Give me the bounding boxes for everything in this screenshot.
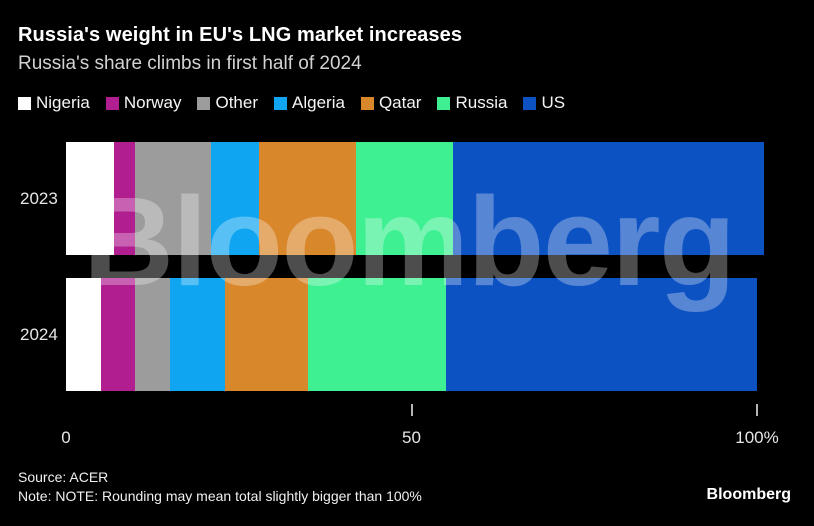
bar-segment-2024-norway xyxy=(100,278,136,391)
legend-swatch-icon xyxy=(437,96,451,110)
bar-segment-2024-qatar xyxy=(224,278,308,391)
legend-swatch-icon xyxy=(360,96,374,110)
axis-tick-100 xyxy=(756,404,758,416)
bar-segment-2024-russia xyxy=(307,278,446,391)
legend-item-norway: Norway xyxy=(105,93,182,113)
chart-legend: Nigeria Norway Other Algeria Qatar Russia US xyxy=(18,93,565,113)
legend-label: Norway xyxy=(123,93,182,112)
axis-label-0: 0 xyxy=(61,428,71,447)
chart-subtitle: Russia's share climbs in first half of 2… xyxy=(18,53,362,74)
bar-segment-2023-nigeria xyxy=(66,142,115,255)
stacked-bar-2024 xyxy=(66,278,757,391)
row-label-2024: 2024 xyxy=(20,324,58,344)
legend-swatch-icon xyxy=(197,96,211,110)
bar-segment-2023-algeria xyxy=(211,142,260,255)
legend-swatch-icon xyxy=(18,96,31,110)
legend-label: Other xyxy=(215,93,259,112)
legend-item-algeria: Algeria xyxy=(274,93,345,113)
bloomberg-logo: Bloomberg xyxy=(706,486,791,503)
axis-label-100: 100% xyxy=(735,428,779,447)
legend-label: US xyxy=(541,93,566,112)
legend-label: Qatar xyxy=(378,93,422,112)
legend-label: Algeria xyxy=(292,93,345,112)
note-text: Note: NOTE: Rounding may mean total slig… xyxy=(18,488,422,504)
legend-swatch-icon xyxy=(523,96,537,110)
axis-label-50: 50 xyxy=(402,428,421,447)
bar-segment-2024-other xyxy=(135,278,170,391)
chart-title: Russia's weight in EU's LNG market incre… xyxy=(18,24,463,46)
legend-swatch-icon xyxy=(274,96,288,110)
bar-segment-2024-us xyxy=(446,278,757,391)
row-label-2023: 2023 xyxy=(20,188,58,208)
legend-label: Nigeria xyxy=(36,93,90,112)
legend-swatch-icon xyxy=(105,96,119,110)
bar-segment-2023-norway xyxy=(114,142,136,255)
bar-segment-2024-algeria xyxy=(169,278,225,391)
bar-segment-2023-other xyxy=(135,142,212,255)
bar-segment-2023-qatar xyxy=(259,142,357,255)
bar-segment-2023-us xyxy=(452,142,764,255)
legend-label: Russia xyxy=(455,93,508,112)
legend-item-us: US xyxy=(523,93,565,113)
bar-segment-2023-russia xyxy=(356,142,453,255)
bar-segment-2024-nigeria xyxy=(66,278,101,391)
axis-tick-50 xyxy=(410,404,413,416)
legend-item-other: Other xyxy=(197,93,258,113)
legend-item-nigeria: Nigeria xyxy=(18,93,90,113)
legend-item-russia: Russia xyxy=(437,93,507,113)
legend-item-qatar: Qatar xyxy=(360,93,422,113)
stacked-bar-2023 xyxy=(66,142,764,255)
source-text: Source: ACER xyxy=(18,469,109,485)
